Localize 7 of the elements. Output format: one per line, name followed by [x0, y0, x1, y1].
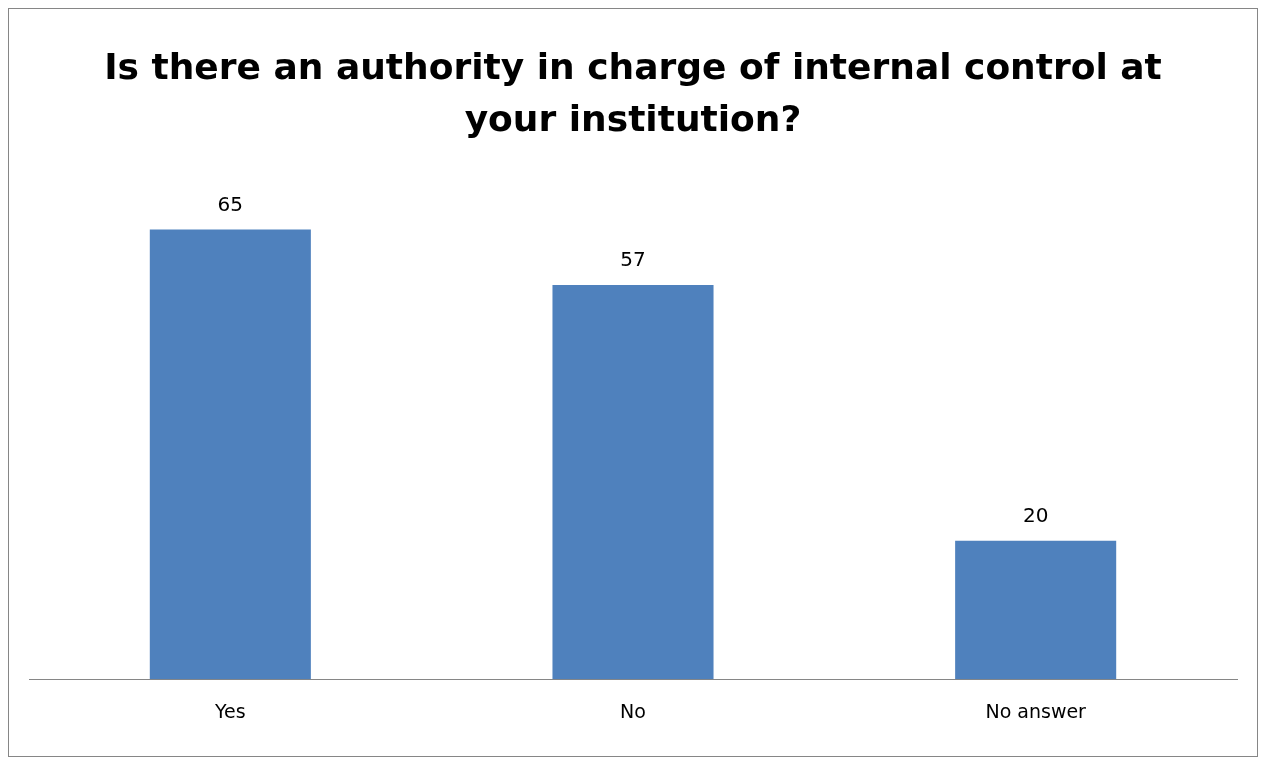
x-tick-label: Yes [214, 699, 246, 722]
x-tick-label: No answer [985, 699, 1087, 722]
x-tick-label: No [620, 699, 646, 722]
data-label: 20 [1022, 503, 1049, 528]
data-label: 57 [620, 247, 646, 272]
data-label: 65 [217, 191, 244, 216]
chart-title: Is there an authority in charge of internal control at your institution? [103, 45, 1163, 141]
